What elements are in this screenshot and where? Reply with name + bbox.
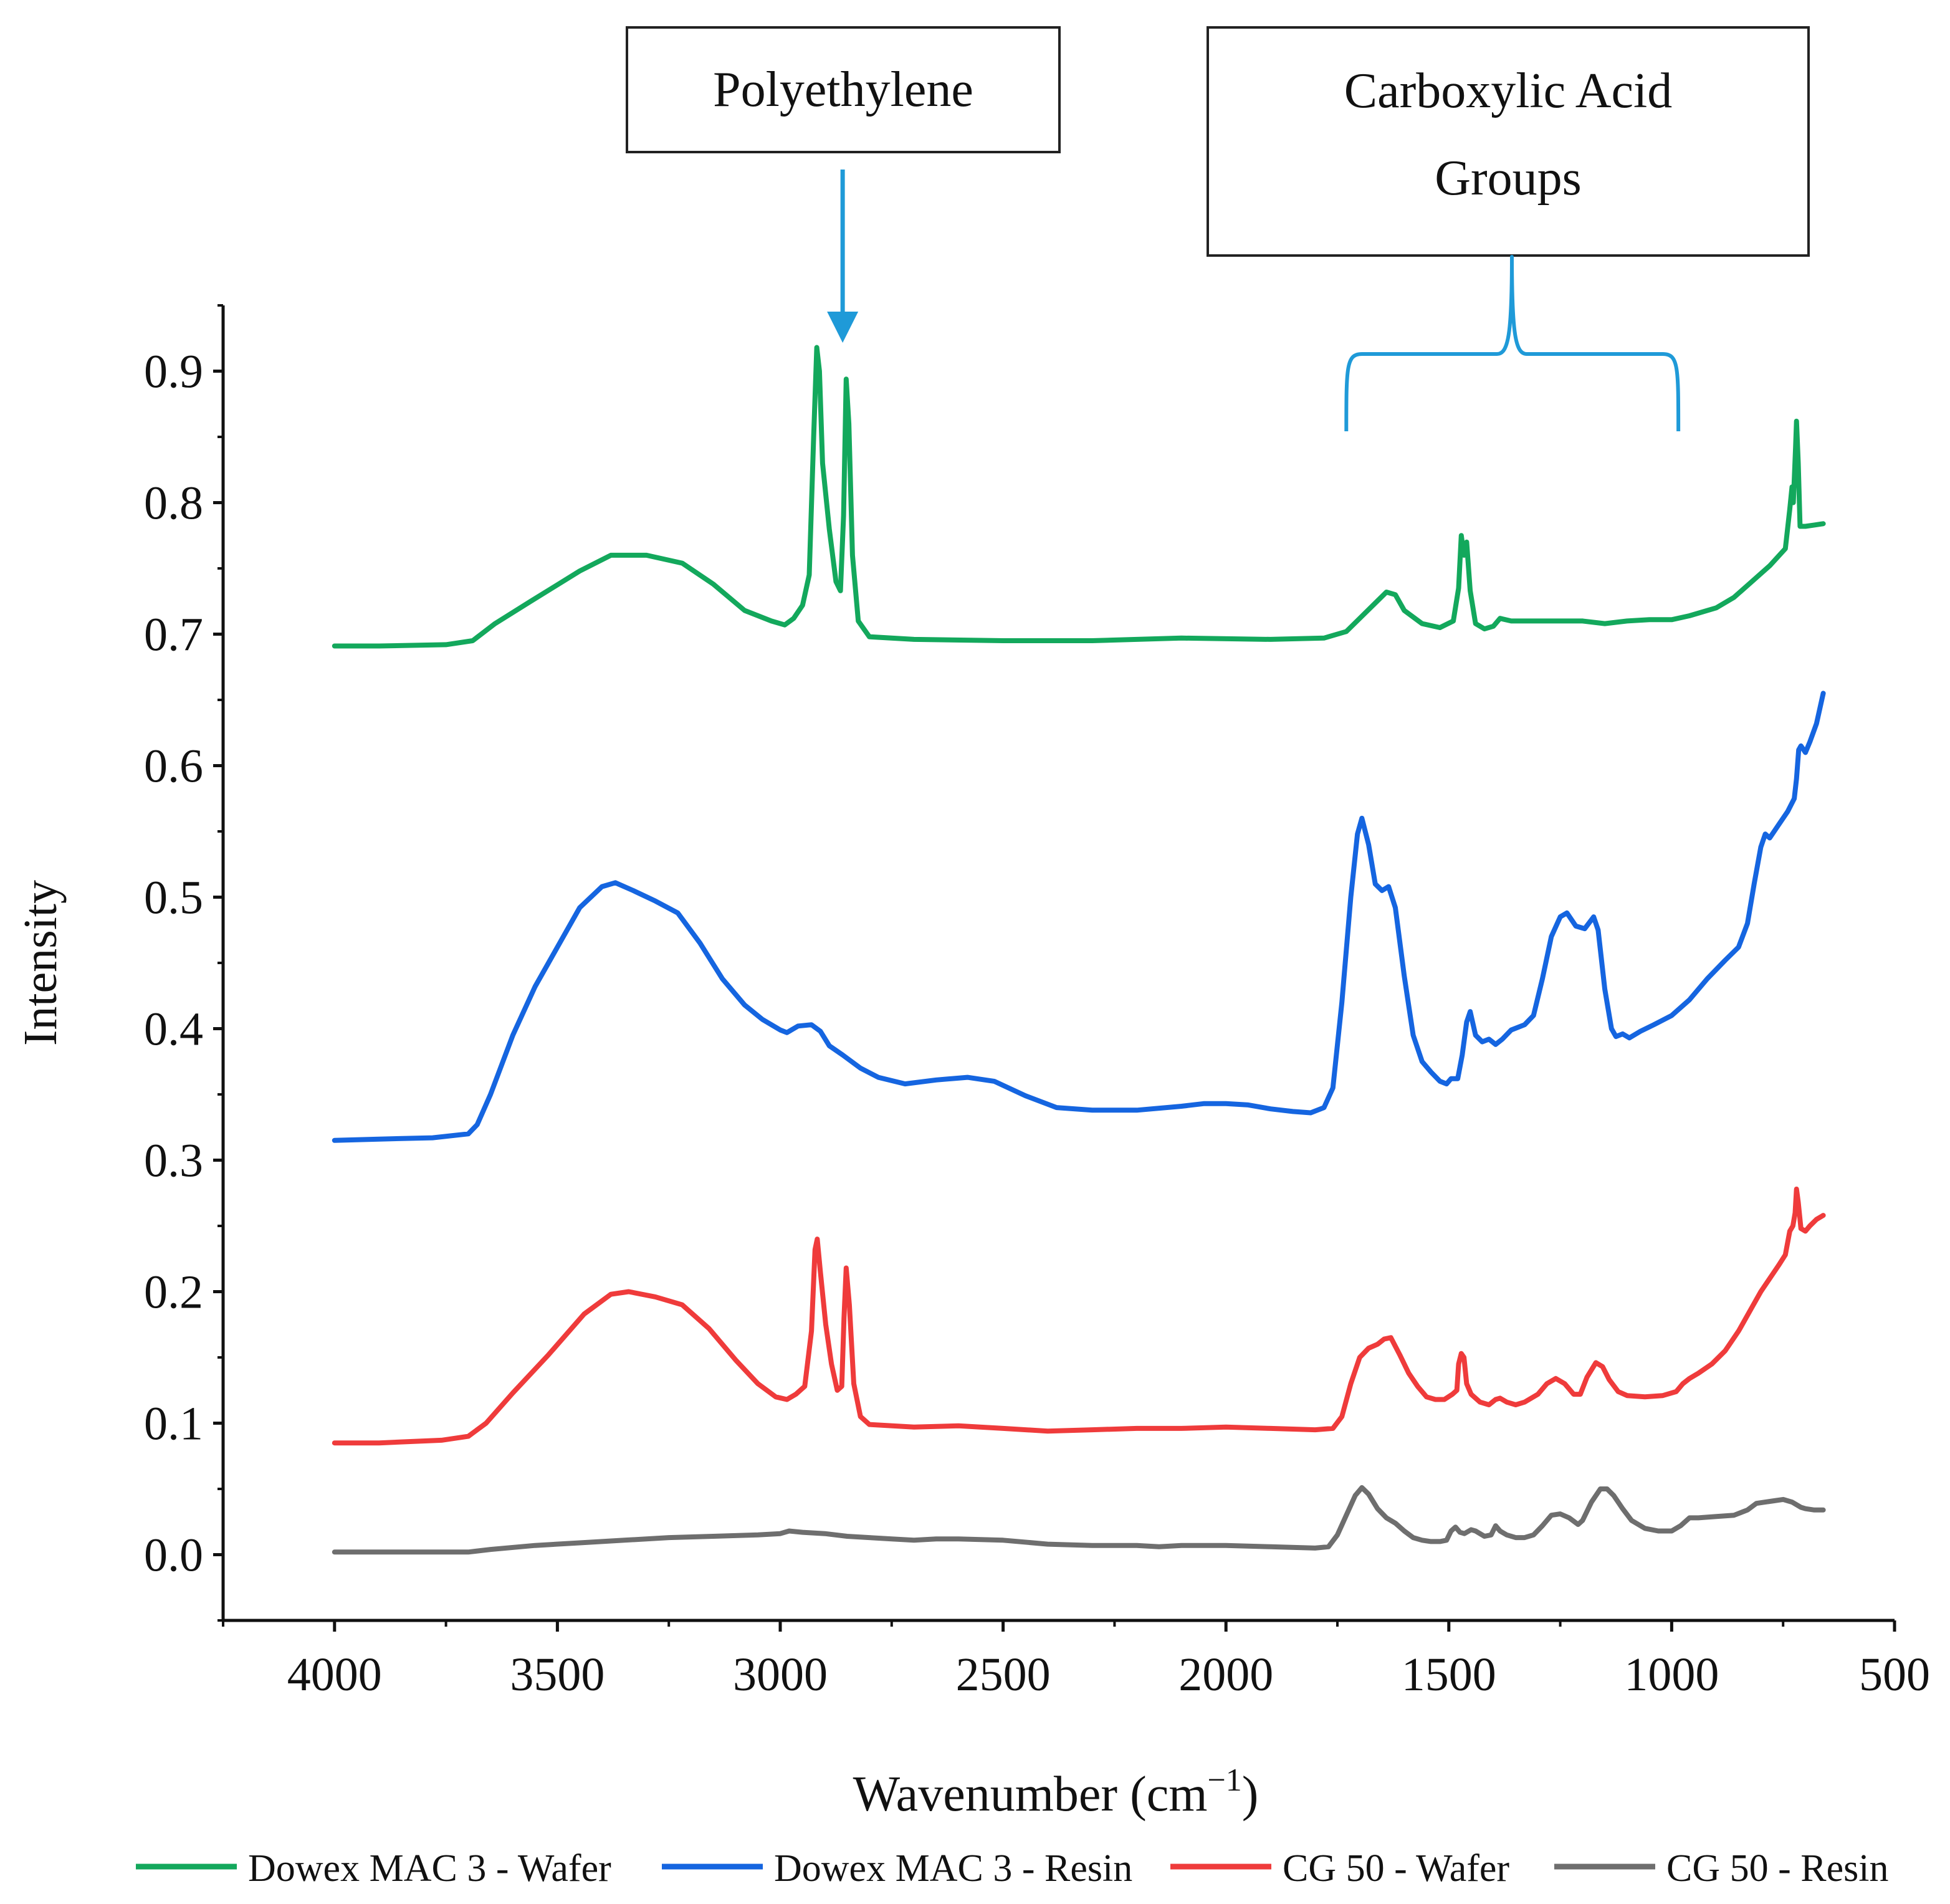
y-tick-label: 0.7 (144, 609, 203, 661)
legend-label: CG 50 - Resin (1666, 1847, 1889, 1890)
legend-item-cg50-resin: CG 50 - Resin (1554, 1847, 1889, 1890)
legend-label: Dowex MAC 3 - Resin (774, 1847, 1132, 1890)
legend-item-dowex-resin: Dowex MAC 3 - Resin (662, 1847, 1132, 1890)
x-tick-label: 4000 (287, 1648, 382, 1701)
y-tick-label: 0.2 (144, 1266, 203, 1319)
carboxylic-label-line2: Groups (1435, 151, 1582, 206)
polyethylene-box (626, 26, 1061, 153)
x-axis-ticks: 4000 3500 3000 2500 2000 1500 1000 500 (222, 1620, 1930, 1701)
axes: 0.0 0.1 0.2 0.3 0.4 0.5 0.6 0.7 0.8 0.9 4000 3500 3… (144, 304, 1930, 1701)
x-tick-label: 3000 (733, 1648, 828, 1701)
y-tick-label: 0.0 (144, 1529, 203, 1582)
legend: Dowex MAC 3 - Wafer Dowex MAC 3 - Resin … (136, 1847, 1889, 1890)
carboxylic-brace (1344, 255, 1681, 432)
x-tick-label: 2500 (956, 1648, 1051, 1701)
y-tick-label: 0.3 (144, 1135, 203, 1187)
carboxylic-label-line1: Carboxylic Acid (1344, 64, 1673, 118)
x-axis-label-main: Wavenumber (cm (853, 1767, 1208, 1822)
legend-label: CG 50 - Wafer (1283, 1847, 1509, 1890)
y-tick-label: 0.4 (144, 1003, 203, 1056)
x-tick-label: 500 (1859, 1648, 1930, 1701)
series-line-cg-50-wafer (332, 1186, 1826, 1446)
carboxylic-box (1207, 26, 1810, 257)
y-axis-label: Intensity (14, 880, 67, 1046)
polyethylene-arrow-head (827, 312, 859, 343)
x-tick-label: 1500 (1402, 1648, 1496, 1701)
polyethylene-label: Polyethylene (713, 62, 973, 117)
y-tick-label: 0.1 (144, 1398, 203, 1450)
x-tick-label: 2000 (1178, 1648, 1273, 1701)
y-tick-label: 0.6 (144, 740, 203, 793)
x-axis-label-superscript: −1 (1207, 1763, 1241, 1798)
series-line-dowex-mac-3-resin (332, 691, 1826, 1143)
annotation-polyethylene: Polyethylene (626, 26, 1061, 343)
series-line-cg-50-resin (332, 1485, 1826, 1555)
x-axis-label-close: ) (1242, 1767, 1259, 1822)
legend-label: Dowex MAC 3 - Wafer (248, 1847, 611, 1890)
series-group (332, 345, 1826, 1555)
y-tick-label: 0.9 (144, 346, 203, 398)
x-tick-label: 3500 (510, 1648, 605, 1701)
annotation-carboxylic-acid: Carboxylic Acid Groups (1207, 26, 1810, 432)
x-axis-label: Wavenumber (cm−1) (853, 1763, 1259, 1822)
x-tick-label: 1000 (1624, 1648, 1719, 1701)
y-tick-label: 0.5 (144, 872, 203, 924)
series-line-dowex-mac-3-wafer (332, 345, 1826, 649)
legend-item-dowex-wafer: Dowex MAC 3 - Wafer (136, 1847, 611, 1890)
y-axis-ticks: 0.0 0.1 0.2 0.3 0.4 0.5 0.6 0.7 0.8 0.9 (144, 304, 223, 1622)
legend-item-cg50-wafer: CG 50 - Wafer (1170, 1847, 1509, 1890)
y-tick-label: 0.8 (144, 477, 203, 530)
